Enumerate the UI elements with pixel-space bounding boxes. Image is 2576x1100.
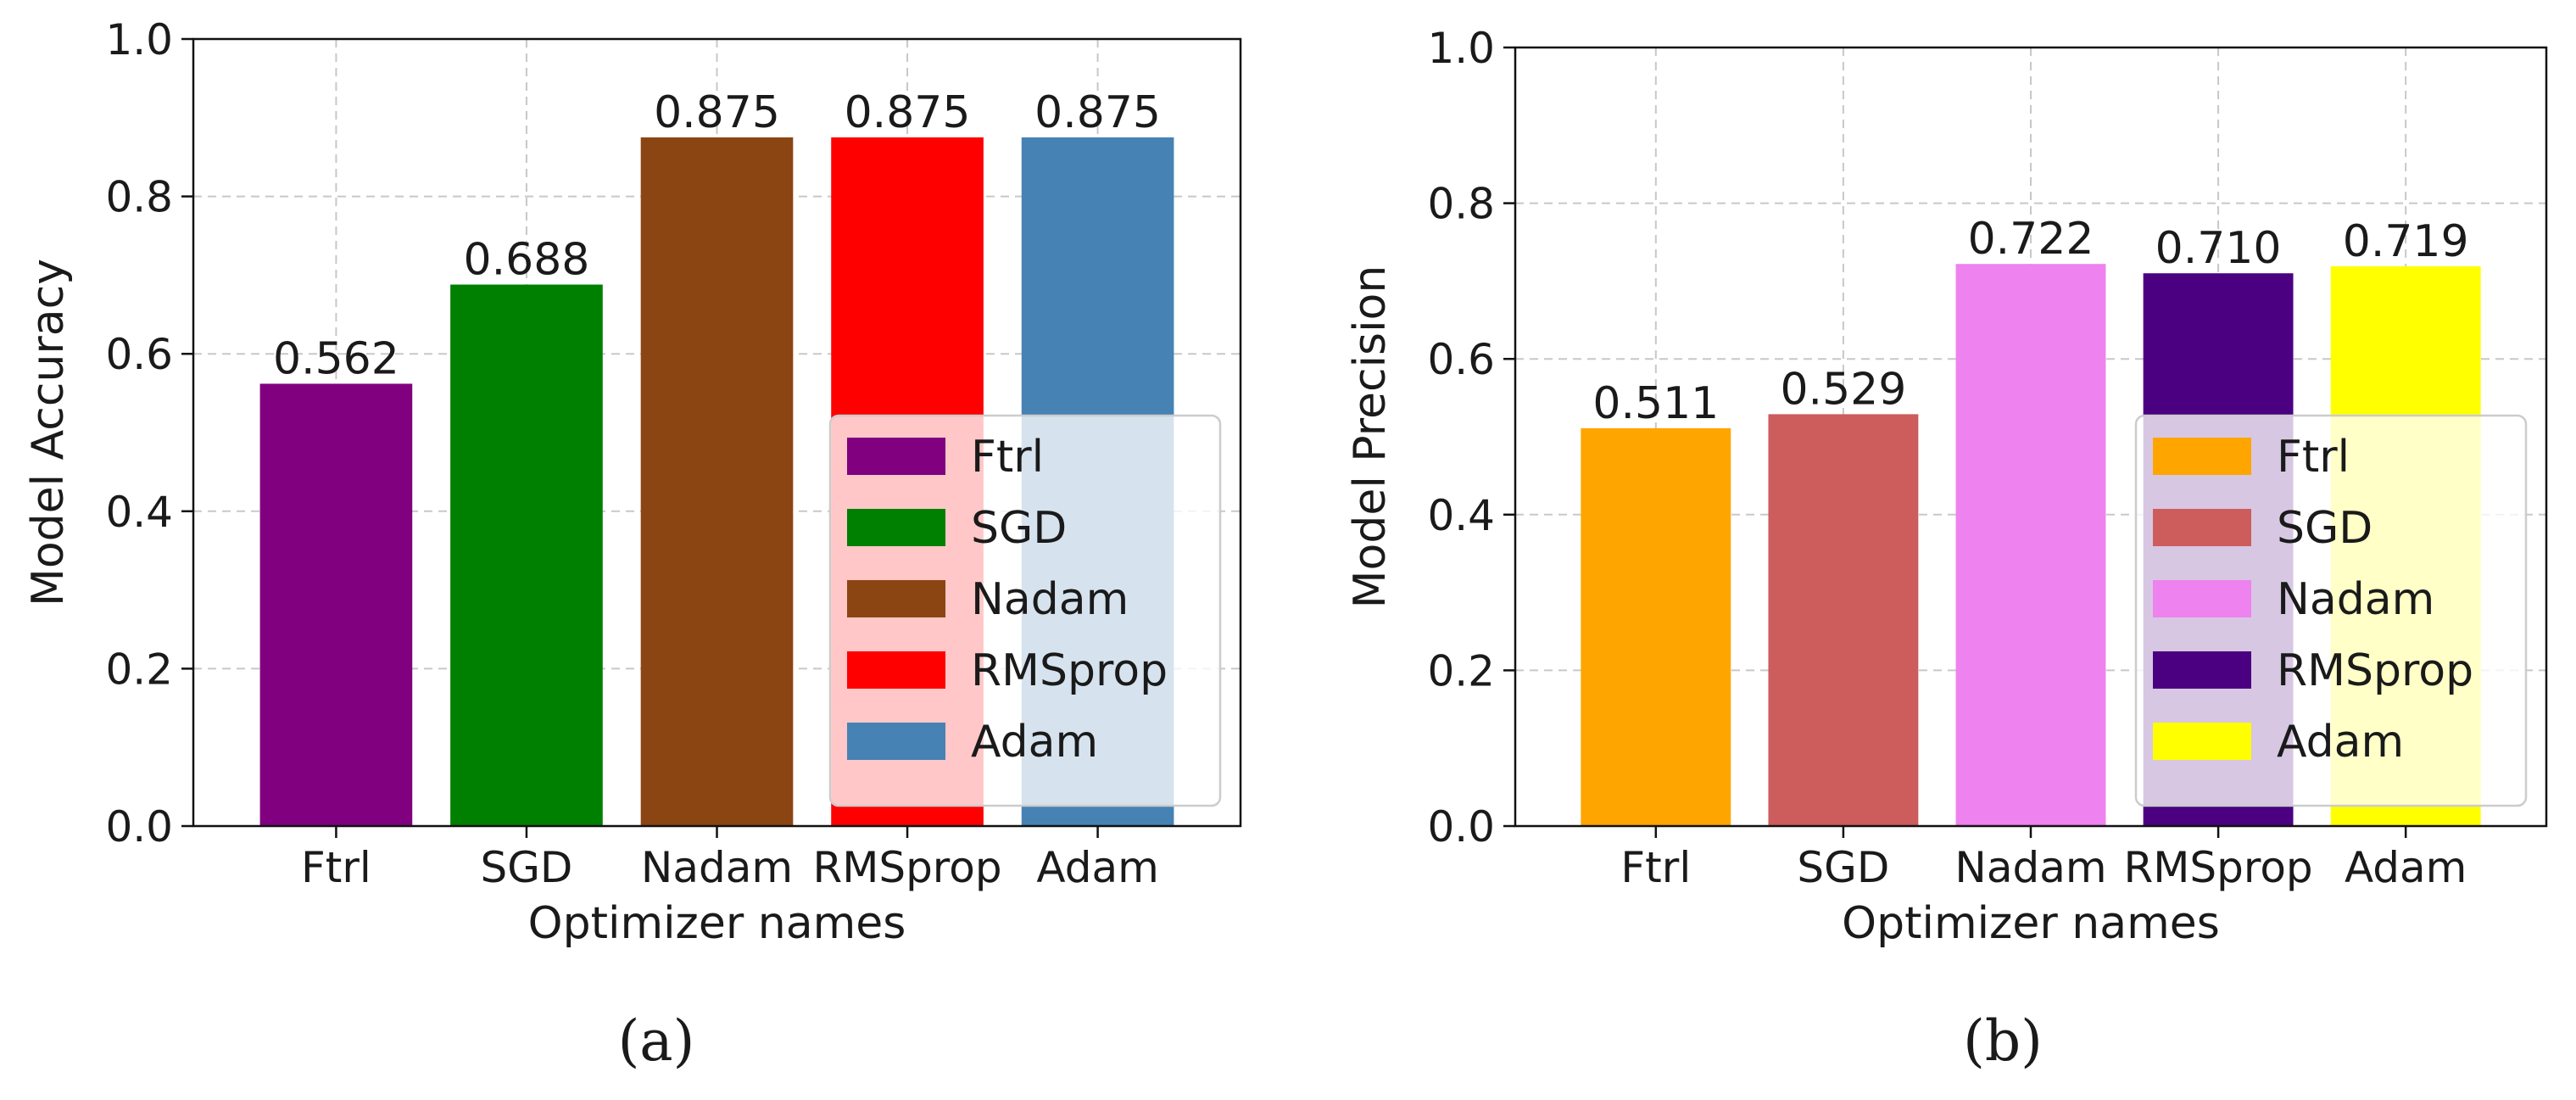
legend-label: SGD	[2277, 503, 2372, 554]
y-tick-label: 1.0	[105, 15, 173, 64]
x-tick-label: Nadam	[641, 843, 793, 892]
bar-value-label: 0.511	[1592, 378, 1719, 429]
legend-swatch	[2153, 509, 2251, 546]
x-tick-label: Ftrl	[301, 843, 371, 892]
x-tick-label: Adam	[2345, 843, 2467, 892]
legend-swatch	[2153, 723, 2251, 760]
legend-label: Ftrl	[971, 432, 1044, 483]
legend-label: Adam	[971, 717, 1098, 768]
x-tick-label: Ftrl	[1620, 843, 1691, 892]
panel-caption: (b)	[1963, 1008, 2043, 1074]
bar	[640, 137, 794, 826]
x-tick-label: SGD	[480, 843, 572, 892]
y-tick-label: 0.0	[1427, 802, 1495, 852]
legend-label: Adam	[2277, 717, 2404, 768]
y-tick-label: 0.2	[105, 645, 173, 694]
bar-value-label: 0.722	[1968, 214, 2094, 265]
panel-caption: (a)	[618, 1008, 695, 1074]
legend: Ftrl SGD Nadam RMSprop Adam	[2134, 414, 2528, 807]
bar	[259, 383, 413, 826]
y-tick-label: 0.8	[105, 173, 173, 222]
bar	[1768, 414, 1919, 826]
x-axis-label: Optimizer names	[528, 898, 906, 949]
legend-swatch	[2153, 438, 2251, 475]
bar	[450, 284, 603, 826]
x-tick-label: SGD	[1797, 843, 1889, 892]
x-tick-label: RMSprop	[2124, 843, 2313, 892]
legend-swatch	[847, 509, 945, 546]
chart-panel-a: 0.562 0.688 0.875 0.875 0.875 0.0 0.2 0.4 0.6 0.8…	[23, 15, 1242, 1074]
y-tick-label: 0.4	[1427, 491, 1495, 540]
chart-panel-b: 0.511 0.529 0.722 0.710 0.719 0.0 0.2 0.4 0.6 0.8…	[1345, 24, 2548, 1074]
bar-value-label: 0.875	[654, 87, 780, 138]
legend-label: Nadam	[971, 574, 1129, 625]
y-tick-label: 0.8	[1427, 180, 1495, 229]
bar-value-label: 0.529	[1780, 364, 1906, 415]
bar-value-label: 0.719	[2343, 216, 2469, 267]
y-tick-label: 0.4	[105, 488, 173, 537]
bar-value-label: 0.710	[2155, 223, 2282, 274]
legend-swatch	[847, 438, 945, 475]
bar	[1955, 264, 2106, 827]
legend-swatch	[2153, 651, 2251, 689]
y-axis-label: Model Precision	[1345, 265, 1396, 609]
legend-swatch	[2153, 580, 2251, 617]
bar	[1581, 427, 1731, 826]
y-tick-label: 0.6	[1427, 335, 1495, 384]
y-tick-label: 0.0	[105, 802, 173, 852]
x-axis-label: Optimizer names	[1842, 898, 2220, 949]
y-tick-label: 1.0	[1427, 24, 1495, 73]
bar-value-label: 0.688	[464, 235, 590, 286]
y-tick-label: 0.2	[1427, 646, 1495, 695]
x-tick-label: Nadam	[1954, 843, 2106, 892]
y-tick-label: 0.6	[105, 330, 173, 379]
legend-swatch	[847, 723, 945, 760]
x-tick-label: RMSprop	[812, 843, 1001, 892]
legend-label: SGD	[971, 503, 1067, 554]
legend-swatch	[847, 651, 945, 689]
legend-label: RMSprop	[2277, 645, 2473, 696]
legend-label: RMSprop	[971, 645, 1168, 696]
bar-value-label: 0.875	[845, 87, 971, 138]
y-axis-label: Model Accuracy	[23, 259, 74, 606]
bar-value-label: 0.875	[1034, 87, 1161, 138]
legend-swatch	[847, 580, 945, 617]
legend-label: Nadam	[2277, 574, 2434, 625]
legend: Ftrl SGD Nadam RMSprop Adam	[828, 414, 1222, 807]
x-tick-label: Adam	[1036, 843, 1158, 892]
legend-label: Ftrl	[2277, 432, 2350, 483]
bar-value-label: 0.562	[273, 333, 399, 384]
